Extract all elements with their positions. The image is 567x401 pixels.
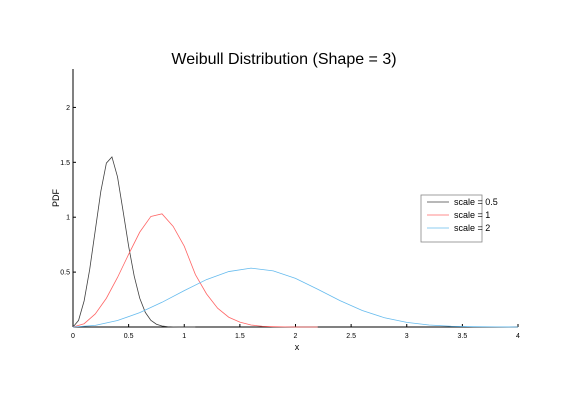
chart-title: Weibull Distribution (Shape = 3) <box>171 51 396 68</box>
x-tick-label: 3 <box>405 333 409 340</box>
y-tick-label: 1.5 <box>60 160 70 167</box>
legend-box <box>420 194 483 243</box>
series-line-2 <box>72 213 318 328</box>
x-tick-label: 1.5 <box>235 333 245 340</box>
legend-label: scale = 1 <box>454 210 490 220</box>
series-line-3 <box>72 267 519 328</box>
legend-label: scale = 2 <box>454 223 490 233</box>
x-tick-label: 1 <box>182 333 186 340</box>
x-tick-label: 4 <box>516 333 520 340</box>
x-tick-label: 2.5 <box>346 333 356 340</box>
legend: scale = 0.5 scale = 1 scale = 2 <box>420 194 498 243</box>
x-tick-label: 3.5 <box>458 333 468 340</box>
series-group <box>72 156 519 328</box>
x-axis-title: x <box>295 342 300 352</box>
y-axis-title: PDF <box>51 188 61 207</box>
series-line-1 <box>72 156 196 328</box>
y-tick-label: 0.5 <box>60 270 70 277</box>
x-tick-label: 0.5 <box>124 333 134 340</box>
y-tick-label: 1 <box>66 215 70 222</box>
legend-label: scale = 0.5 <box>454 197 498 207</box>
y-tick-label: 2 <box>66 105 70 112</box>
x-tick-label: 2 <box>294 333 298 340</box>
x-tick-label: 0 <box>71 333 75 340</box>
